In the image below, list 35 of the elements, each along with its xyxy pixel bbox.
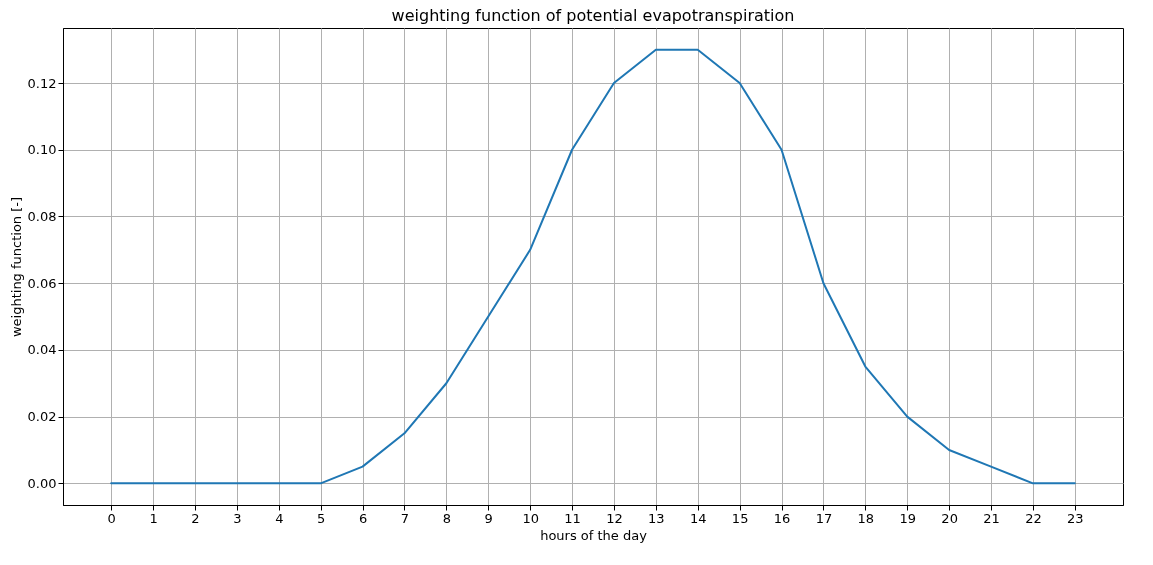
x-tick-label: 5 (317, 510, 326, 526)
line-series (110, 48, 1076, 485)
x-tick-label: 8 (442, 510, 451, 526)
x-tick-label: 20 (941, 510, 958, 526)
x-tick-label: 16 (773, 510, 791, 526)
x-tick-label: 3 (233, 510, 242, 526)
x-tick-label: 12 (606, 510, 623, 526)
y-tick-label: 0.08 (27, 208, 57, 224)
x-tick-label: 22 (1025, 510, 1042, 526)
x-tick-label: 14 (689, 510, 707, 526)
y-tick-label: 0.00 (27, 475, 57, 491)
y-tick-label: 0.10 (27, 142, 57, 158)
x-tick-label: 10 (522, 510, 539, 526)
x-tick-label: 4 (275, 510, 284, 526)
x-tick-label: 1 (149, 510, 158, 526)
y-tick-label: 0.04 (27, 342, 57, 358)
x-tick-label: 17 (815, 510, 833, 526)
x-tick-label: 18 (857, 510, 875, 526)
x-tick-label: 7 (400, 510, 410, 526)
x-tick-label: 19 (899, 510, 916, 526)
y-tick-label: 0.12 (27, 75, 57, 91)
x-tick-label: 9 (484, 510, 493, 526)
x-tick-label: 11 (564, 510, 581, 526)
y-axis-title: weighting function [-] (8, 196, 24, 338)
y-tick-label: 0.02 (27, 409, 57, 425)
x-tick-label: 13 (648, 510, 665, 526)
x-tick-label: 23 (1067, 510, 1084, 526)
chart-title: weighting function of potential evapotranspiration (391, 6, 795, 25)
x-tick-label: 6 (358, 510, 368, 526)
x-tick-label: 21 (983, 510, 1000, 526)
x-tick-label: 2 (191, 510, 200, 526)
y-tick-label: 0.06 (27, 275, 57, 291)
x-axis-title: hours of the day (540, 527, 648, 543)
x-tick-label: 15 (731, 510, 749, 526)
x-tick-label: 0 (107, 510, 116, 526)
